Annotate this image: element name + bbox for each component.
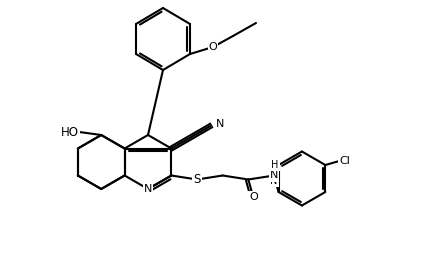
Text: N: N xyxy=(269,170,277,181)
Text: Cl: Cl xyxy=(338,156,350,166)
Text: HO: HO xyxy=(61,125,79,139)
Text: O: O xyxy=(249,192,257,203)
Text: O: O xyxy=(208,42,217,52)
Text: N: N xyxy=(144,184,152,194)
Text: H
N: H N xyxy=(270,165,277,186)
Text: H: H xyxy=(270,161,278,170)
Text: S: S xyxy=(193,173,200,186)
Text: N: N xyxy=(215,118,224,129)
